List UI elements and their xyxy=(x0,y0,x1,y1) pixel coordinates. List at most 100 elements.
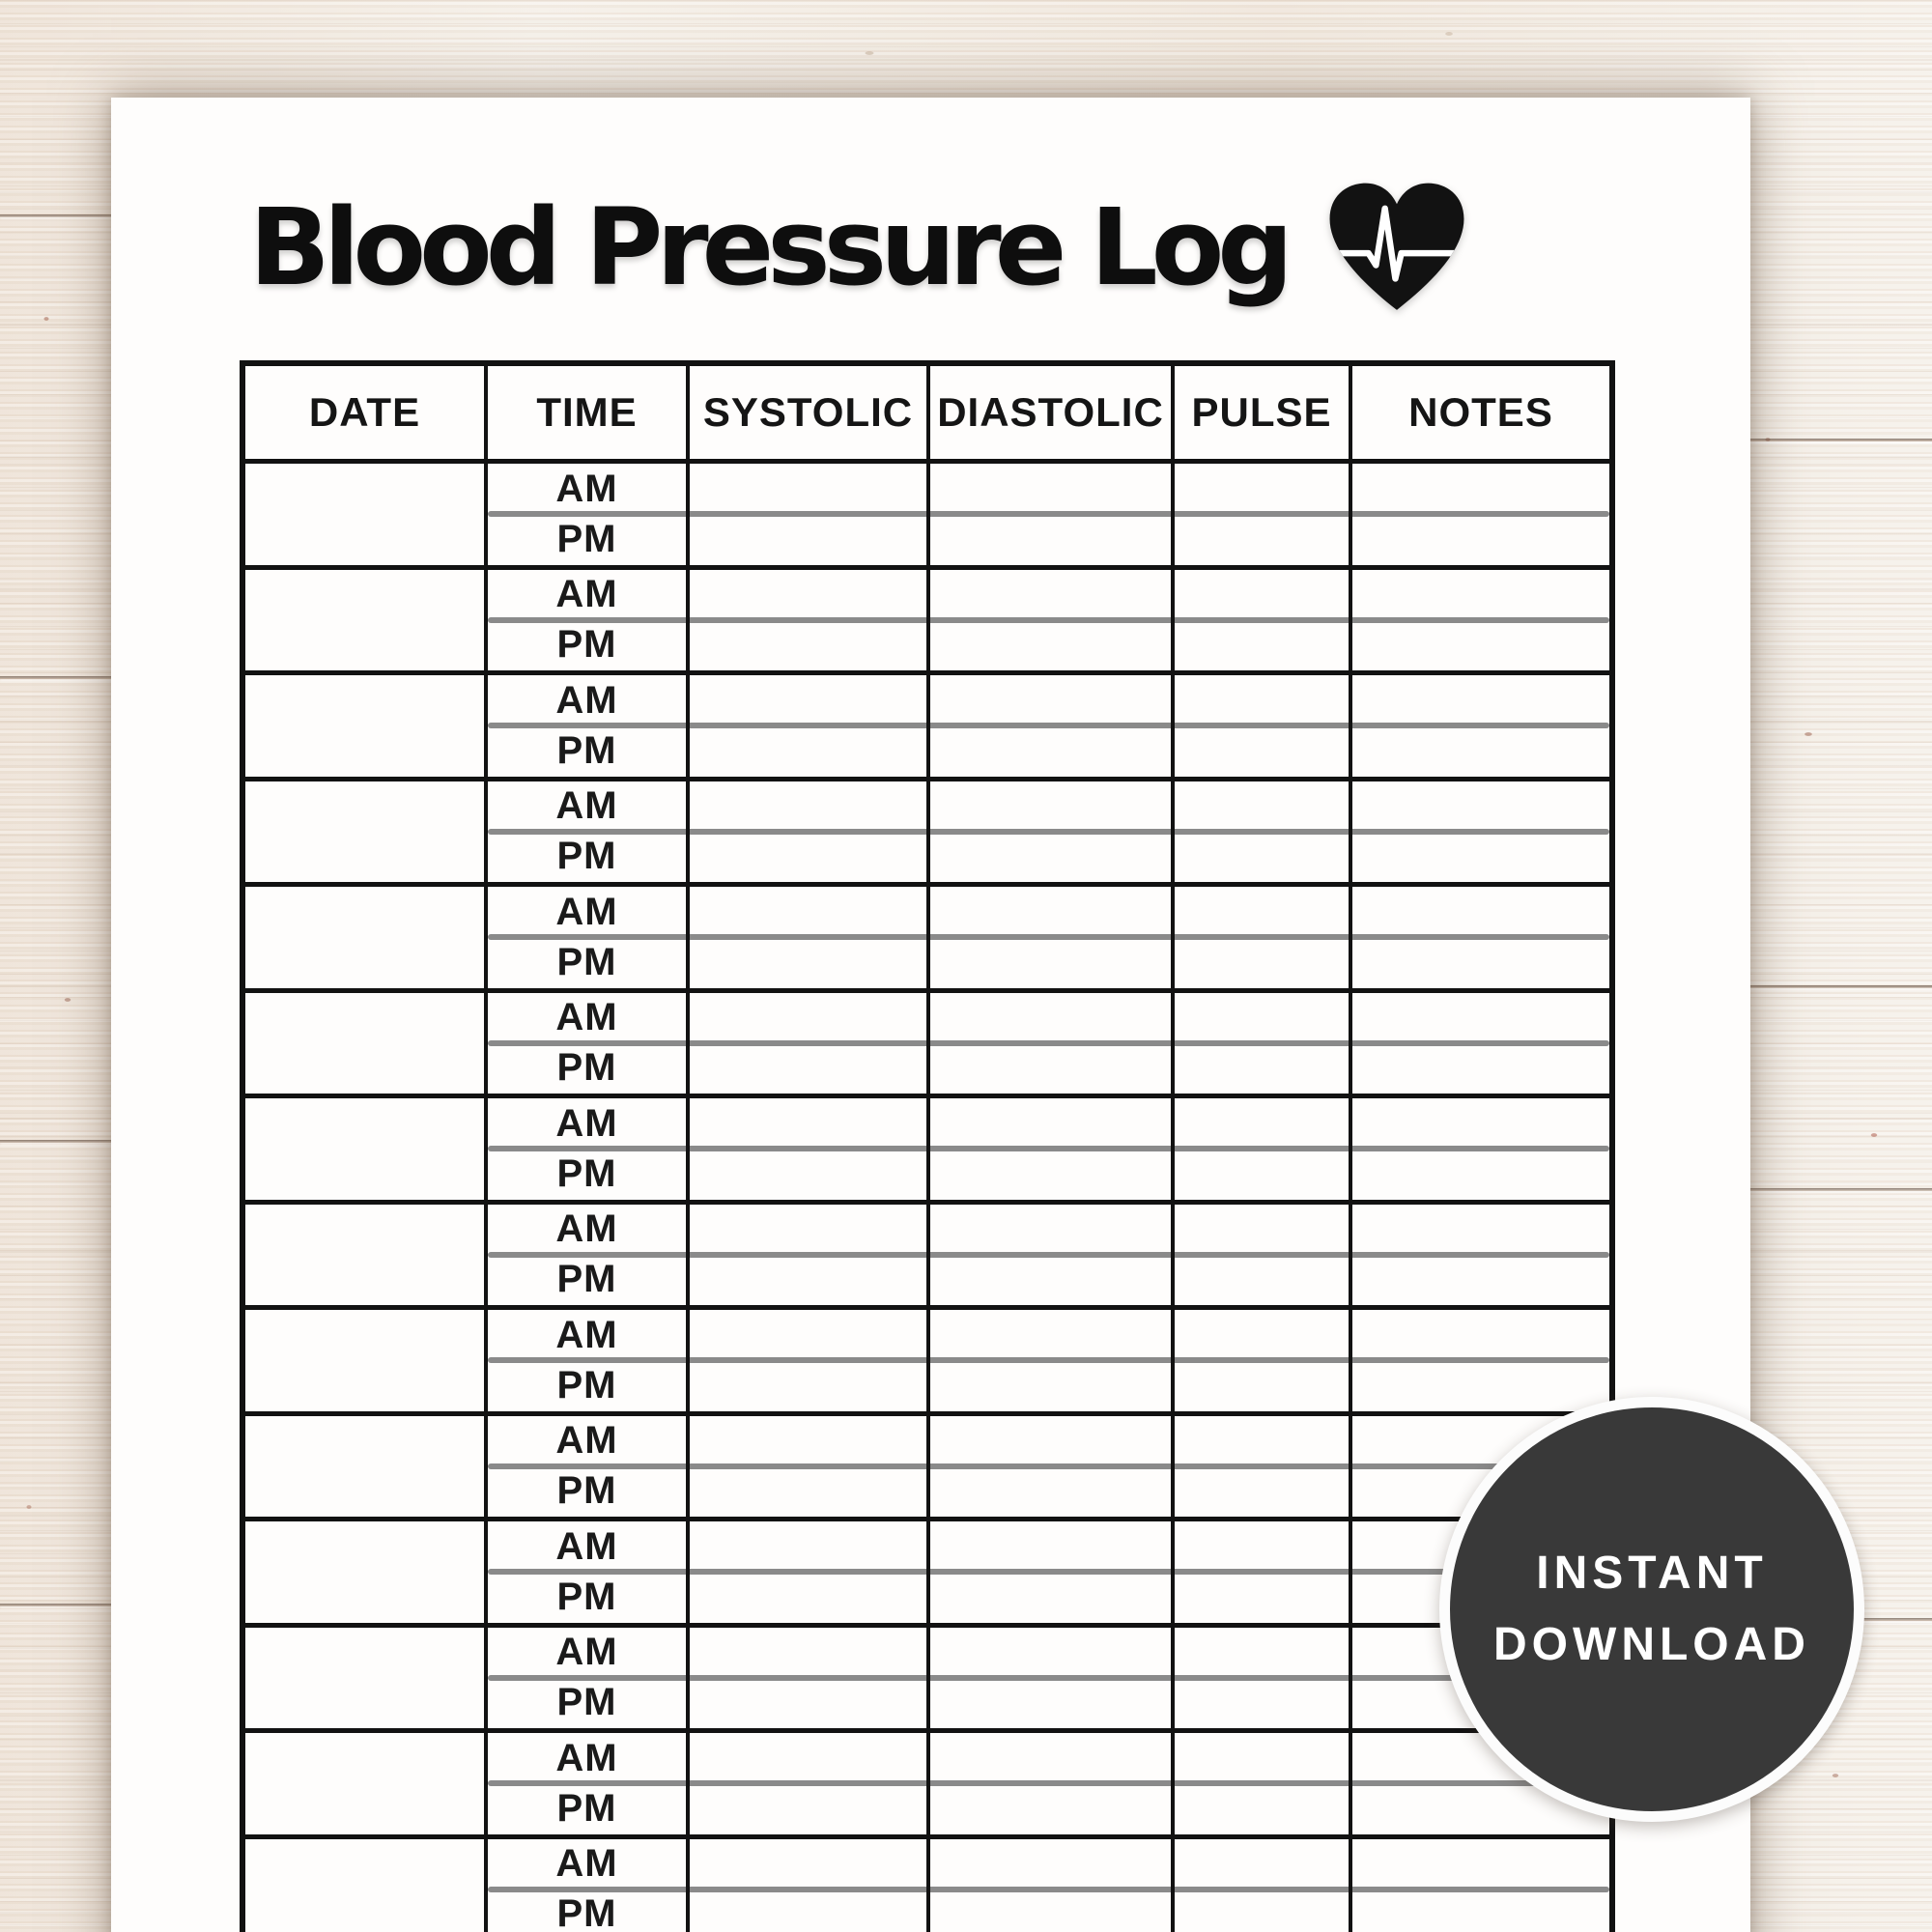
column-header-pulse: PULSE xyxy=(1175,366,1352,459)
diastolic-entry-cell xyxy=(930,1465,1175,1517)
pulse-entry-cell xyxy=(1175,1627,1352,1678)
systolic-entry-cell xyxy=(690,514,930,565)
time-slot-label: PM xyxy=(488,1465,690,1517)
wood-plank-seam xyxy=(1734,439,1932,441)
pulse-entry-cell xyxy=(1175,781,1352,832)
notes-entry-cell xyxy=(1352,725,1609,776)
date-entry-cell xyxy=(245,1415,488,1517)
notes-entry-cell xyxy=(1352,1889,1609,1932)
time-slot-label: AM xyxy=(488,569,690,620)
systolic-entry-cell xyxy=(690,781,930,832)
am-pm-divider xyxy=(488,1569,1609,1575)
systolic-entry-cell xyxy=(690,1204,930,1255)
time-slot-label: AM xyxy=(488,1310,690,1361)
systolic-entry-cell xyxy=(690,887,930,938)
systolic-entry-cell xyxy=(690,619,930,670)
pulse-entry-cell xyxy=(1175,831,1352,882)
systolic-entry-cell xyxy=(690,1783,930,1834)
day-row-group: AM PM xyxy=(245,464,1609,570)
day-row-group: AM PM xyxy=(245,887,1609,993)
time-slot-label: AM xyxy=(488,1521,690,1573)
day-row-group: AM PM xyxy=(245,992,1609,1098)
am-pm-divider xyxy=(488,1674,1609,1681)
blood-pressure-table: DATE TIME SYSTOLIC DIASTOLIC PULSE NOTES… xyxy=(240,360,1615,1932)
diastolic-entry-cell xyxy=(930,1098,1175,1150)
pulse-entry-cell xyxy=(1175,887,1352,938)
date-entry-cell xyxy=(245,464,488,565)
instant-download-badge: INSTANT DOWNLOAD xyxy=(1439,1397,1864,1822)
systolic-entry-cell xyxy=(690,1572,930,1623)
pulse-entry-cell xyxy=(1175,1465,1352,1517)
notes-entry-cell xyxy=(1352,1360,1609,1410)
wood-plank-seam xyxy=(1734,1188,1932,1191)
diastolic-entry-cell xyxy=(930,781,1175,832)
diastolic-entry-cell xyxy=(930,1204,1175,1255)
date-entry-cell xyxy=(245,1098,488,1200)
day-row-group: AM PM xyxy=(245,1098,1609,1205)
notes-entry-cell xyxy=(1352,620,1609,670)
notes-entry-cell xyxy=(1352,937,1609,987)
column-header-notes: NOTES xyxy=(1408,389,1553,435)
notes-entry-cell xyxy=(1352,832,1609,882)
day-row-group: AM PM xyxy=(245,1627,1609,1733)
diastolic-entry-cell xyxy=(930,619,1175,670)
title-row: Blood Pressure Log xyxy=(249,179,1472,316)
pulse-entry-cell xyxy=(1175,1415,1352,1466)
systolic-entry-cell xyxy=(690,1733,930,1784)
diastolic-entry-cell xyxy=(930,1572,1175,1623)
time-slot-label: AM xyxy=(488,992,690,1043)
day-row-group: AM PM xyxy=(245,1733,1609,1839)
time-slot-label: AM xyxy=(488,1627,690,1678)
time-slot-label: PM xyxy=(488,1254,690,1305)
pulse-entry-cell xyxy=(1175,1889,1352,1932)
wood-plank-seam xyxy=(0,214,126,217)
day-row-group: AM PM xyxy=(245,675,1609,781)
pulse-entry-cell xyxy=(1175,1677,1352,1728)
time-slot-label: PM xyxy=(488,937,690,988)
notes-entry-cell xyxy=(1352,675,1609,725)
time-slot-label: AM xyxy=(488,781,690,832)
pulse-entry-cell xyxy=(1175,619,1352,670)
pulse-entry-cell xyxy=(1175,1521,1352,1573)
diastolic-entry-cell xyxy=(930,1042,1175,1094)
systolic-entry-cell xyxy=(690,831,930,882)
time-slot-label: PM xyxy=(488,1360,690,1411)
date-entry-cell xyxy=(245,781,488,882)
systolic-entry-cell xyxy=(690,1838,930,1889)
am-pm-divider xyxy=(488,1146,1609,1151)
am-pm-divider xyxy=(488,1886,1609,1892)
pulse-entry-cell xyxy=(1175,1783,1352,1834)
diastolic-entry-cell xyxy=(930,569,1175,620)
time-slot-label: PM xyxy=(488,1783,690,1834)
am-pm-divider xyxy=(488,616,1609,623)
systolic-entry-cell xyxy=(690,1042,930,1094)
day-row-group: AM PM xyxy=(245,1838,1609,1932)
systolic-entry-cell xyxy=(690,675,930,726)
diastolic-entry-cell xyxy=(930,1677,1175,1728)
time-slot-label: AM xyxy=(488,1098,690,1150)
wood-plank-seam xyxy=(0,1604,126,1606)
notes-entry-cell xyxy=(1352,1255,1609,1305)
notes-entry-cell xyxy=(1352,1310,1609,1360)
notes-entry-cell xyxy=(1352,1149,1609,1199)
systolic-entry-cell xyxy=(690,1310,930,1361)
am-pm-divider xyxy=(488,1039,1609,1046)
pulse-entry-cell xyxy=(1175,992,1352,1043)
column-header-diastolic: DIASTOLIC xyxy=(930,366,1175,459)
day-row-group: AM PM xyxy=(245,569,1609,675)
diastolic-entry-cell xyxy=(930,1627,1175,1678)
pulse-entry-cell xyxy=(1175,1572,1352,1623)
systolic-entry-cell xyxy=(690,937,930,988)
diastolic-entry-cell xyxy=(930,1254,1175,1305)
time-slot-label: AM xyxy=(488,1838,690,1889)
diastolic-entry-cell xyxy=(930,937,1175,988)
diastolic-entry-cell xyxy=(930,1521,1175,1573)
date-entry-cell xyxy=(245,569,488,670)
date-entry-cell xyxy=(245,1310,488,1411)
wood-plank-seam xyxy=(0,1140,126,1143)
pulse-entry-cell xyxy=(1175,1149,1352,1200)
date-entry-cell xyxy=(245,887,488,988)
wood-plank-seam xyxy=(1734,985,1932,988)
systolic-entry-cell xyxy=(690,1889,930,1932)
diastolic-entry-cell xyxy=(930,514,1175,565)
